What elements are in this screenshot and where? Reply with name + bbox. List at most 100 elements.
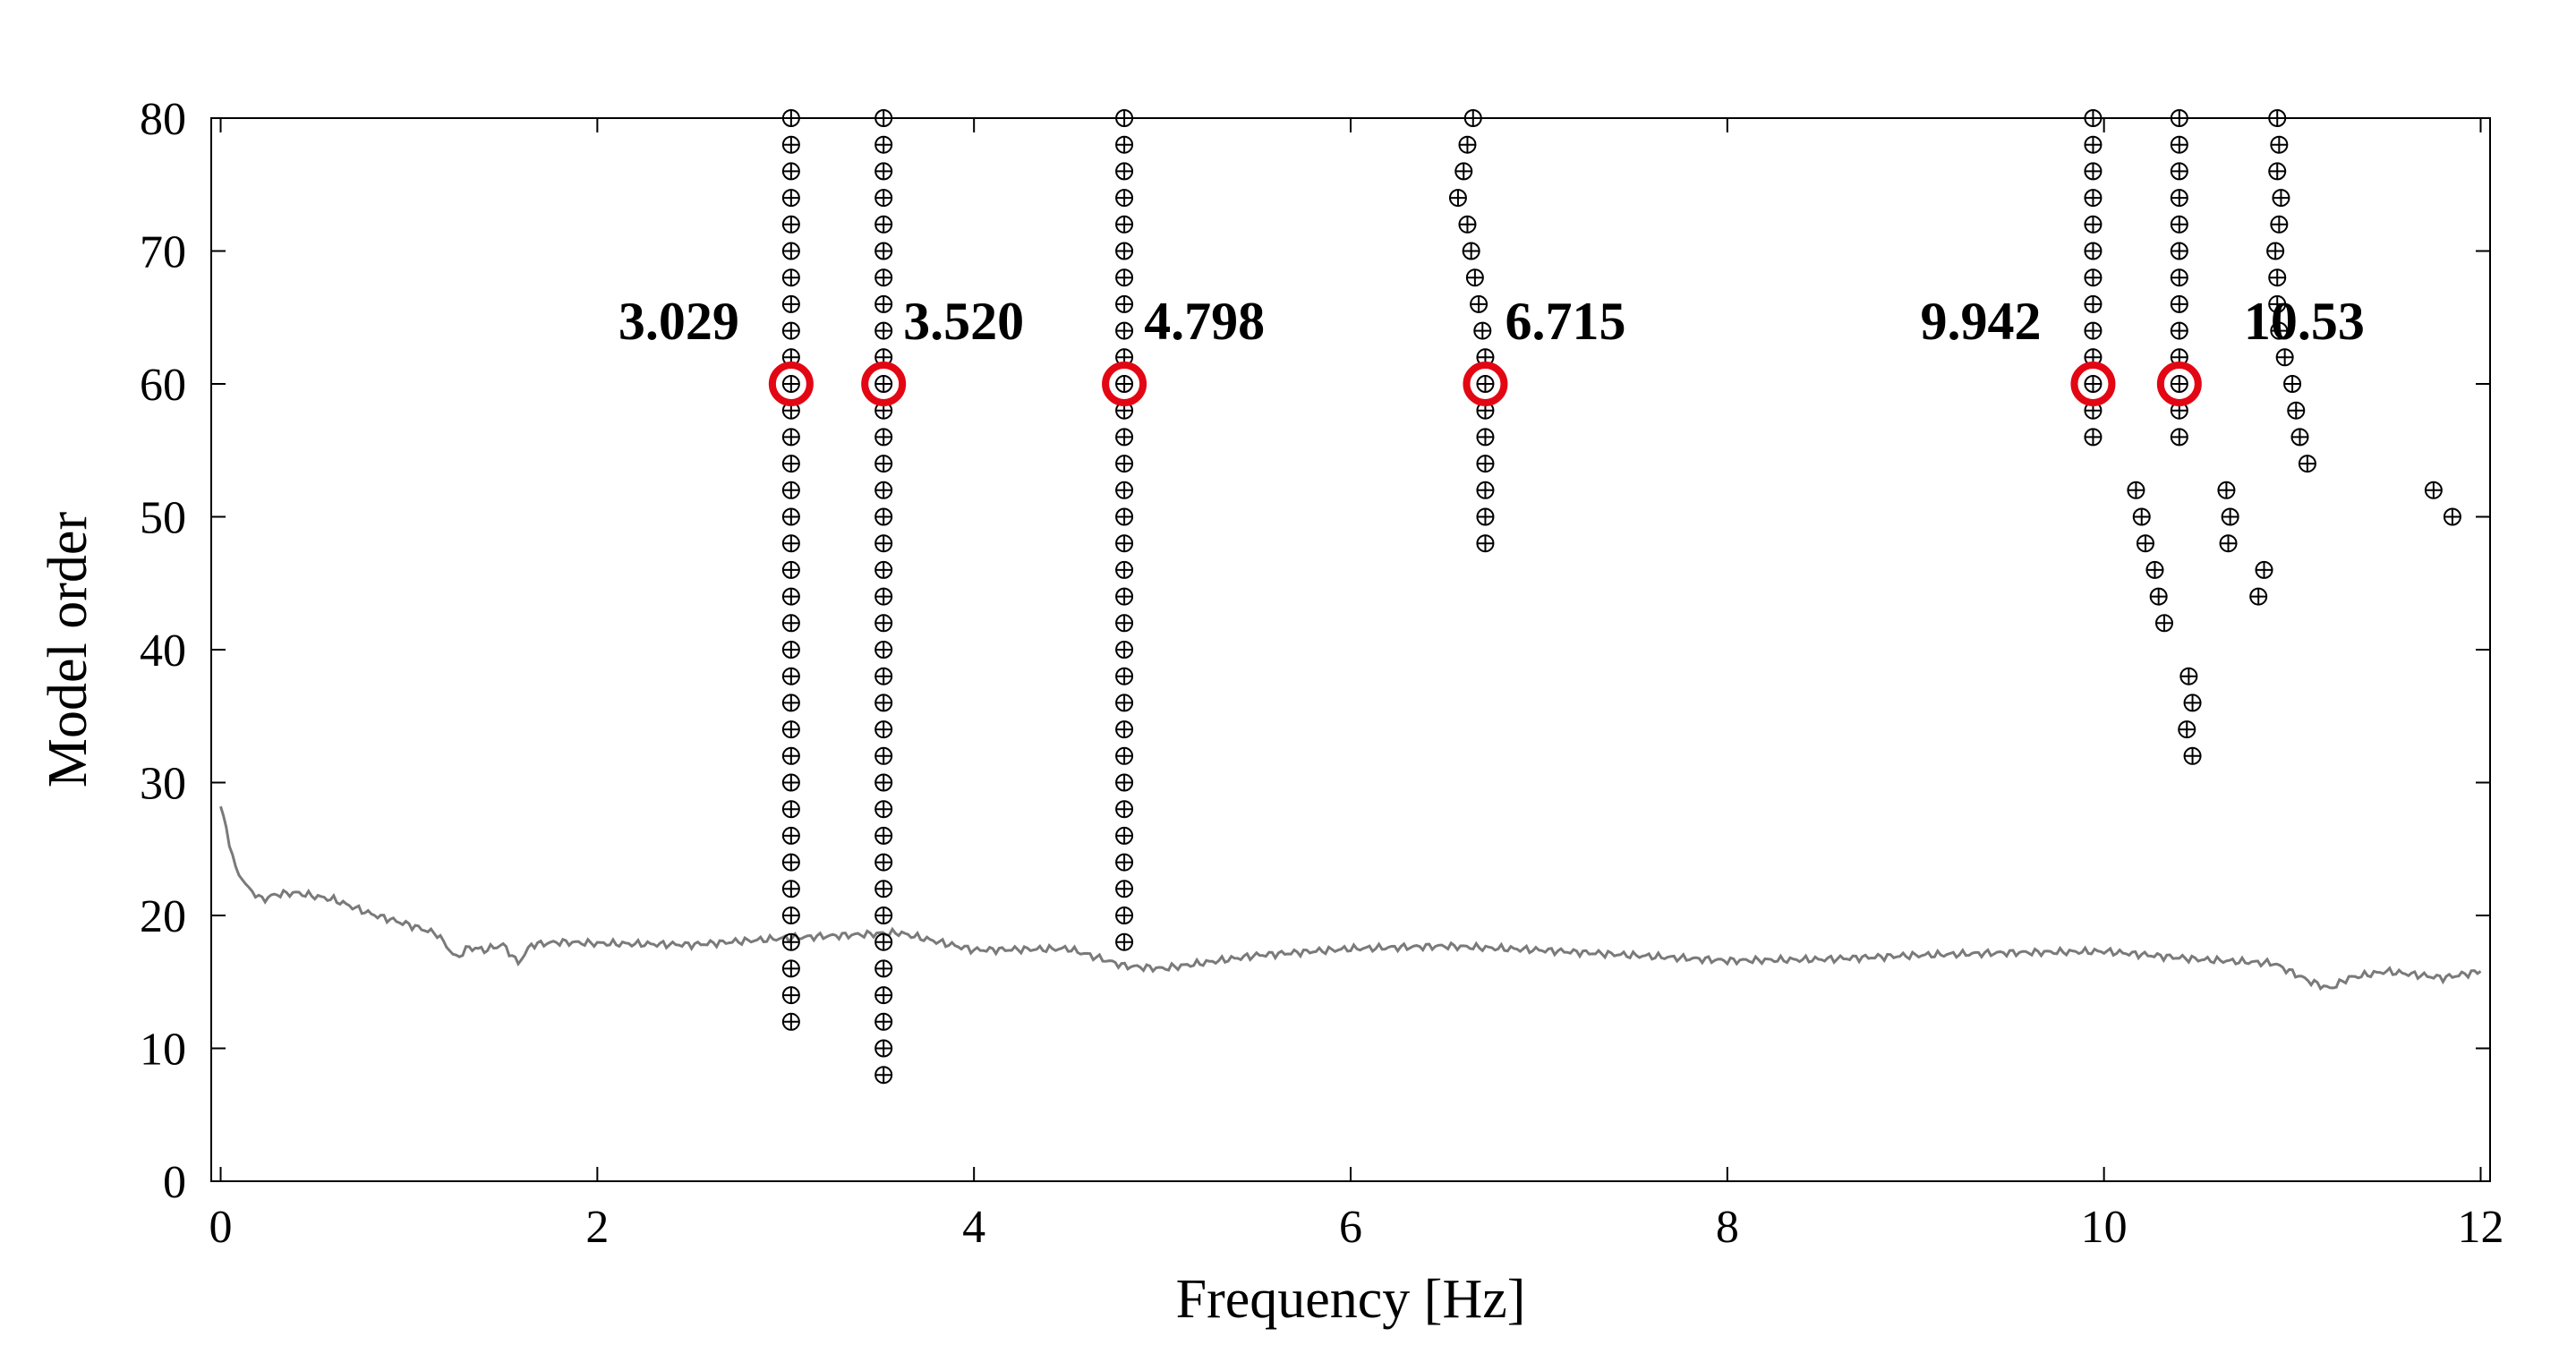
stable-pole-marker <box>781 507 800 526</box>
stable-pole-marker <box>781 587 800 606</box>
stable-pole-marker <box>1115 587 1134 606</box>
scattered-pole-marker <box>2275 348 2294 367</box>
scattered-pole-marker <box>2183 694 2202 712</box>
stable-pole-marker <box>1115 215 1134 234</box>
stable-pole-marker <box>874 959 893 978</box>
y-tick-label: 20 <box>140 891 186 942</box>
stable-pole-marker <box>781 667 800 685</box>
y-axis-label: Model order <box>38 512 98 788</box>
highlight-ring <box>2070 362 2116 406</box>
stable-pole-marker <box>1115 641 1134 659</box>
stable-pole-marker <box>874 614 893 633</box>
scattered-pole-marker <box>1458 135 1477 154</box>
stable-pole-marker <box>874 321 893 340</box>
stable-pole-marker <box>874 294 893 313</box>
scattered-pole-marker <box>2154 614 2173 633</box>
stable-pole-marker <box>781 880 800 898</box>
stable-pole-marker <box>781 907 800 924</box>
stable-pole-marker <box>874 481 893 499</box>
stable-pole-marker <box>781 800 800 819</box>
stable-pole-marker <box>781 720 800 739</box>
stable-pole-marker <box>2084 189 2103 208</box>
stable-pole-marker <box>781 746 800 765</box>
stable-pole-marker <box>2084 294 2103 313</box>
stable-pole-marker <box>874 720 893 739</box>
stable-pole-marker <box>874 215 893 234</box>
stable-pole-marker <box>1476 481 1495 499</box>
y-tick-label: 40 <box>140 626 186 677</box>
y-tick-label: 80 <box>140 94 186 145</box>
stable-pole-marker <box>2084 428 2103 447</box>
stable-pole-marker <box>1115 189 1134 208</box>
stable-pole-marker <box>781 534 800 553</box>
stable-pole-marker <box>1115 932 1134 951</box>
scattered-pole-marker <box>2298 455 2316 473</box>
scattered-pole-marker <box>2268 294 2287 313</box>
stable-pole-marker <box>1115 746 1134 765</box>
highlight-ring <box>861 362 907 406</box>
frequency-annotation: 4.798 <box>1144 292 1265 351</box>
stable-pole-marker <box>2084 162 2103 181</box>
scattered-pole-marker <box>2270 321 2289 340</box>
y-tick-label: 10 <box>140 1025 186 1076</box>
stable-pole-marker <box>2084 242 2103 260</box>
stable-pole-marker <box>874 1039 893 1058</box>
scattered-pole-marker <box>2145 560 2164 579</box>
stable-pole-marker <box>1115 534 1134 553</box>
stable-pole-marker <box>874 135 893 154</box>
scattered-pole-marker <box>2290 428 2309 447</box>
stable-pole-marker <box>874 587 893 606</box>
stable-pole-marker <box>2084 215 2103 234</box>
stable-pole-marker <box>1476 375 1495 393</box>
stable-pole-marker <box>1115 720 1134 739</box>
stable-pole-marker <box>1115 507 1134 526</box>
stable-pole-marker <box>2170 242 2188 260</box>
scattered-pole-marker <box>2424 481 2443 499</box>
scattered-pole-marker <box>1458 215 1477 234</box>
stable-pole-marker <box>1115 667 1134 685</box>
frequency-annotation: 3.520 <box>903 292 1024 351</box>
frequency-annotation: 6.715 <box>1505 292 1625 351</box>
stable-pole-marker <box>1476 534 1495 553</box>
stable-pole-marker <box>781 826 800 845</box>
frequency-annotation: 9.942 <box>1920 292 2041 351</box>
scattered-pole-marker <box>2179 667 2198 685</box>
y-tick-label: 50 <box>140 493 186 544</box>
frequency-annotation: 3.029 <box>618 292 739 351</box>
x-tick-label: 0 <box>209 1202 233 1253</box>
stable-pole-marker <box>874 268 893 287</box>
y-tick-label: 0 <box>163 1157 186 1208</box>
stable-pole-marker <box>874 746 893 765</box>
stable-pole-marker <box>781 162 800 181</box>
stable-pole-marker <box>1115 375 1134 393</box>
frequency-annotation: 10.53 <box>2244 292 2365 351</box>
scattered-pole-marker <box>2149 587 2168 606</box>
scattered-pole-marker <box>2255 560 2273 579</box>
scattered-pole-marker <box>2283 375 2302 393</box>
highlight-ring <box>1102 362 1147 406</box>
scattered-pole-marker <box>2178 720 2196 739</box>
y-tick-label: 30 <box>140 759 186 810</box>
stable-pole-marker <box>874 800 893 819</box>
stable-pole-marker <box>781 959 800 978</box>
stable-pole-marker <box>1115 242 1134 260</box>
stable-pole-marker <box>1115 428 1134 447</box>
scattered-pole-marker <box>2266 242 2285 260</box>
stable-pole-marker <box>1115 268 1134 287</box>
stable-pole-marker <box>2084 135 2103 154</box>
scattered-pole-marker <box>2217 481 2236 499</box>
stable-pole-marker <box>874 162 893 181</box>
stable-pole-marker <box>781 853 800 872</box>
scattered-pole-marker <box>1454 162 1473 181</box>
scattered-pole-marker <box>2272 189 2290 208</box>
stable-pole-marker <box>2170 135 2188 154</box>
stable-pole-marker <box>781 481 800 499</box>
stable-pole-marker <box>874 189 893 208</box>
stable-pole-marker <box>2170 294 2188 313</box>
scattered-pole-marker <box>2132 507 2151 526</box>
stable-pole-marker <box>1115 907 1134 924</box>
scattered-pole-marker <box>2221 507 2239 526</box>
stable-pole-marker <box>781 1012 800 1031</box>
stable-pole-marker <box>1115 694 1134 712</box>
